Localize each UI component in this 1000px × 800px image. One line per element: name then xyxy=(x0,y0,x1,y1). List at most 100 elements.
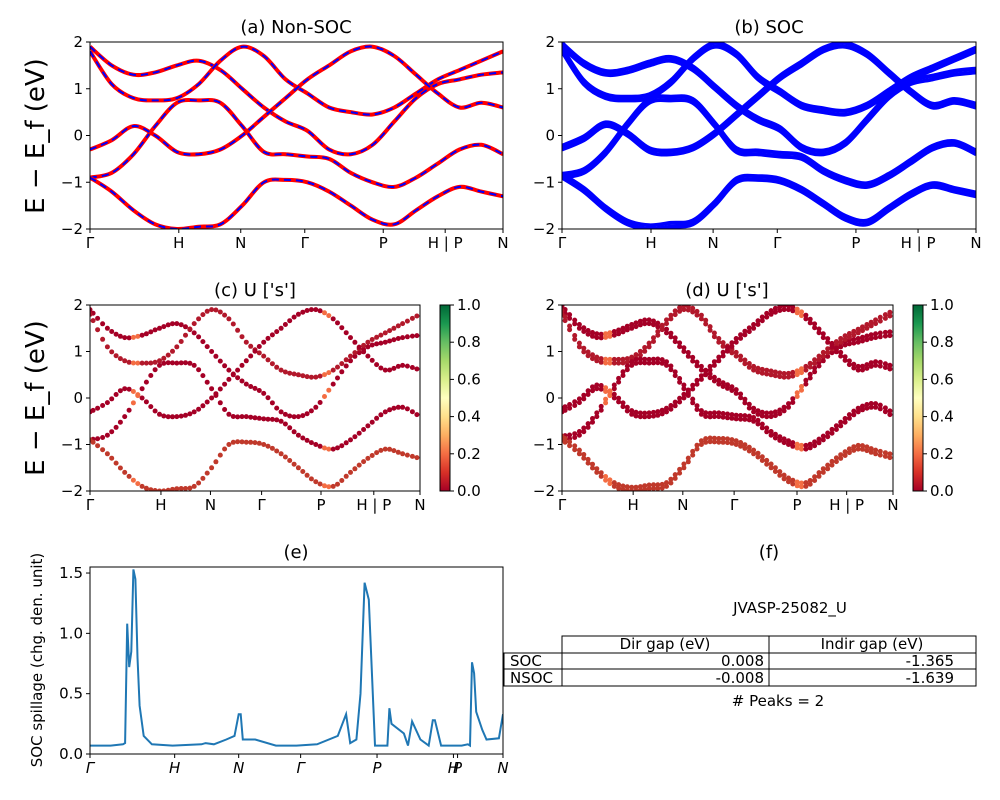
ytick-label: −1 xyxy=(61,173,83,191)
band-point xyxy=(239,334,245,340)
table-row-label-nsoc: NSOC xyxy=(510,669,553,687)
band-point xyxy=(157,325,162,331)
band-point xyxy=(668,312,674,318)
band-point xyxy=(829,426,835,432)
band-point xyxy=(725,345,730,350)
band-line-dash-4 xyxy=(90,45,503,156)
band-point xyxy=(130,400,136,406)
band-point xyxy=(624,359,630,365)
band-point xyxy=(655,486,661,491)
band-point xyxy=(567,402,573,407)
band-point xyxy=(629,325,635,331)
band-point xyxy=(326,446,332,452)
band-point xyxy=(256,344,262,349)
band-point xyxy=(864,444,870,450)
band-point xyxy=(611,356,617,362)
band-point xyxy=(278,418,284,424)
band-point xyxy=(585,349,591,355)
band-point xyxy=(820,335,826,341)
band-point xyxy=(269,332,275,338)
xtick-label: N xyxy=(677,496,688,514)
band-point xyxy=(637,360,643,366)
band-point xyxy=(864,322,870,327)
band-point xyxy=(781,472,787,478)
band-point xyxy=(624,356,630,362)
band-point xyxy=(637,348,643,354)
band-point xyxy=(681,395,687,401)
band-point xyxy=(594,386,600,392)
band-point xyxy=(807,364,813,370)
band-point xyxy=(581,349,587,355)
band-point xyxy=(178,360,184,366)
band-point xyxy=(369,419,375,425)
band-point xyxy=(829,344,835,350)
band-point xyxy=(781,476,787,482)
ytick-label: −1 xyxy=(61,436,83,454)
band-point xyxy=(248,414,254,420)
band-point xyxy=(400,362,406,368)
band-point xyxy=(846,446,852,452)
band-point xyxy=(816,353,822,359)
band-point xyxy=(860,324,865,330)
band-point xyxy=(677,376,683,381)
soc-band-line-2-0 xyxy=(562,97,976,190)
band-point xyxy=(659,357,665,363)
band-line-2 xyxy=(90,97,503,190)
band-point xyxy=(685,307,691,313)
band-point xyxy=(820,437,826,443)
band-point xyxy=(812,361,818,367)
band-point xyxy=(707,371,713,377)
band-point xyxy=(122,335,128,341)
band-point xyxy=(887,329,893,335)
band-point xyxy=(720,380,726,386)
band-point xyxy=(729,440,735,446)
band-point xyxy=(391,337,397,343)
band-point xyxy=(633,324,639,330)
band-point xyxy=(887,366,893,372)
band-point xyxy=(409,409,415,415)
band-point xyxy=(295,432,301,438)
band-point xyxy=(572,317,578,323)
band-point xyxy=(590,465,595,471)
colorbar-tick-label: 0.0 xyxy=(930,482,954,500)
band-point xyxy=(295,465,301,471)
band-point xyxy=(157,411,162,417)
band-point xyxy=(716,436,722,441)
band-point xyxy=(646,360,652,366)
band-point xyxy=(104,432,110,438)
band-point xyxy=(165,352,171,358)
band-point xyxy=(335,364,340,370)
band-point xyxy=(820,466,826,472)
band-point xyxy=(239,378,245,384)
band-point xyxy=(672,475,678,481)
band-point xyxy=(772,465,778,471)
band-point xyxy=(703,321,709,327)
band-point xyxy=(633,357,639,363)
band-point xyxy=(633,413,639,419)
band-point xyxy=(117,333,123,339)
band-point xyxy=(143,485,149,491)
band-point xyxy=(873,447,879,453)
band-point xyxy=(860,338,865,344)
band-point xyxy=(567,405,573,411)
band-point xyxy=(157,358,162,364)
band-point xyxy=(378,340,384,346)
band-point xyxy=(295,414,301,420)
band-point xyxy=(170,486,175,491)
band-point xyxy=(790,477,796,483)
band-point xyxy=(620,404,626,410)
band-point xyxy=(846,415,852,421)
band-point xyxy=(794,441,800,447)
band-point xyxy=(799,366,804,372)
band-point xyxy=(764,461,770,467)
band-point xyxy=(382,330,388,336)
band-point xyxy=(335,320,340,326)
band-point xyxy=(382,339,388,345)
band-point xyxy=(148,373,154,378)
band-point xyxy=(109,455,115,461)
ytick-label: 2 xyxy=(73,296,83,314)
band-point xyxy=(374,341,380,347)
band-point xyxy=(685,305,691,309)
band-point xyxy=(690,354,696,360)
band-point xyxy=(833,345,839,351)
